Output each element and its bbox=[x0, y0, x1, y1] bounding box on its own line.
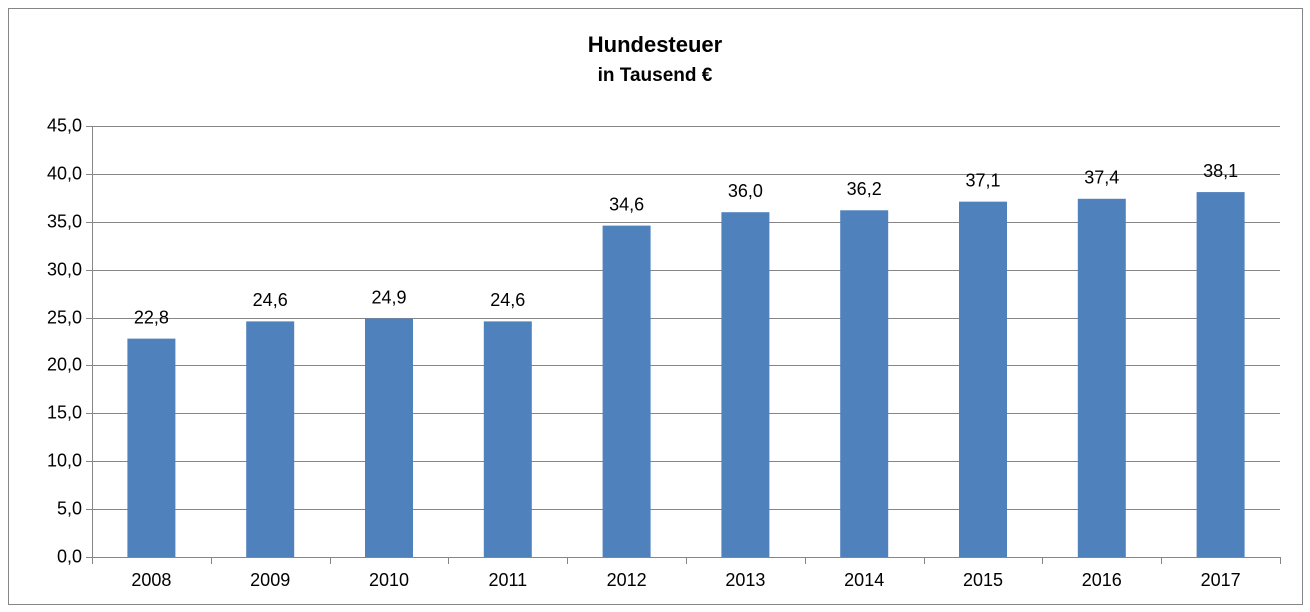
x-tick-label: 2011 bbox=[488, 570, 527, 590]
chart-title: Hundesteuer bbox=[588, 32, 723, 57]
data-label: 36,2 bbox=[847, 179, 882, 199]
bar bbox=[127, 338, 176, 557]
bar bbox=[1196, 192, 1245, 557]
y-tick-label: 5,0 bbox=[57, 498, 82, 518]
x-tick-label: 2009 bbox=[250, 570, 290, 590]
data-label: 34,6 bbox=[609, 194, 644, 214]
x-tick-label: 2013 bbox=[725, 570, 765, 590]
y-tick-label: 40,0 bbox=[47, 163, 82, 183]
bar bbox=[483, 321, 532, 557]
data-label: 36,0 bbox=[728, 181, 763, 201]
y-tick-label: 15,0 bbox=[47, 402, 82, 422]
data-label: 37,1 bbox=[965, 170, 1000, 190]
bar bbox=[959, 201, 1007, 558]
data-label: 37,4 bbox=[1084, 168, 1119, 188]
x-tick-label: 2008 bbox=[131, 570, 171, 590]
x-tick-label: 2012 bbox=[607, 570, 647, 590]
chart-subtitle: in Tausend € bbox=[598, 65, 713, 86]
bar bbox=[721, 212, 770, 557]
data-label: 38,1 bbox=[1203, 161, 1238, 181]
x-tick-label: 2015 bbox=[963, 570, 1003, 590]
bar bbox=[365, 318, 413, 557]
data-label: 24,6 bbox=[253, 290, 288, 310]
x-tick-label: 2014 bbox=[844, 570, 884, 590]
y-tick-label: 10,0 bbox=[47, 450, 82, 470]
y-tick-label: 25,0 bbox=[47, 307, 82, 327]
bar bbox=[840, 210, 889, 558]
data-label: 24,6 bbox=[490, 290, 525, 310]
y-tick-label: 35,0 bbox=[47, 211, 82, 231]
data-label: 22,8 bbox=[134, 307, 169, 327]
y-tick-label: 30,0 bbox=[47, 259, 82, 279]
x-tick-label: 2017 bbox=[1201, 570, 1241, 590]
y-tick-label: 20,0 bbox=[47, 354, 82, 374]
y-tick-label: 45,0 bbox=[47, 115, 82, 135]
bar bbox=[1077, 198, 1126, 557]
bar bbox=[602, 225, 651, 557]
x-tick-label: 2010 bbox=[369, 570, 409, 590]
bar bbox=[246, 321, 295, 557]
data-label: 24,9 bbox=[371, 287, 406, 307]
y-tick-label: 0,0 bbox=[57, 546, 82, 566]
x-tick-label: 2016 bbox=[1082, 570, 1122, 590]
